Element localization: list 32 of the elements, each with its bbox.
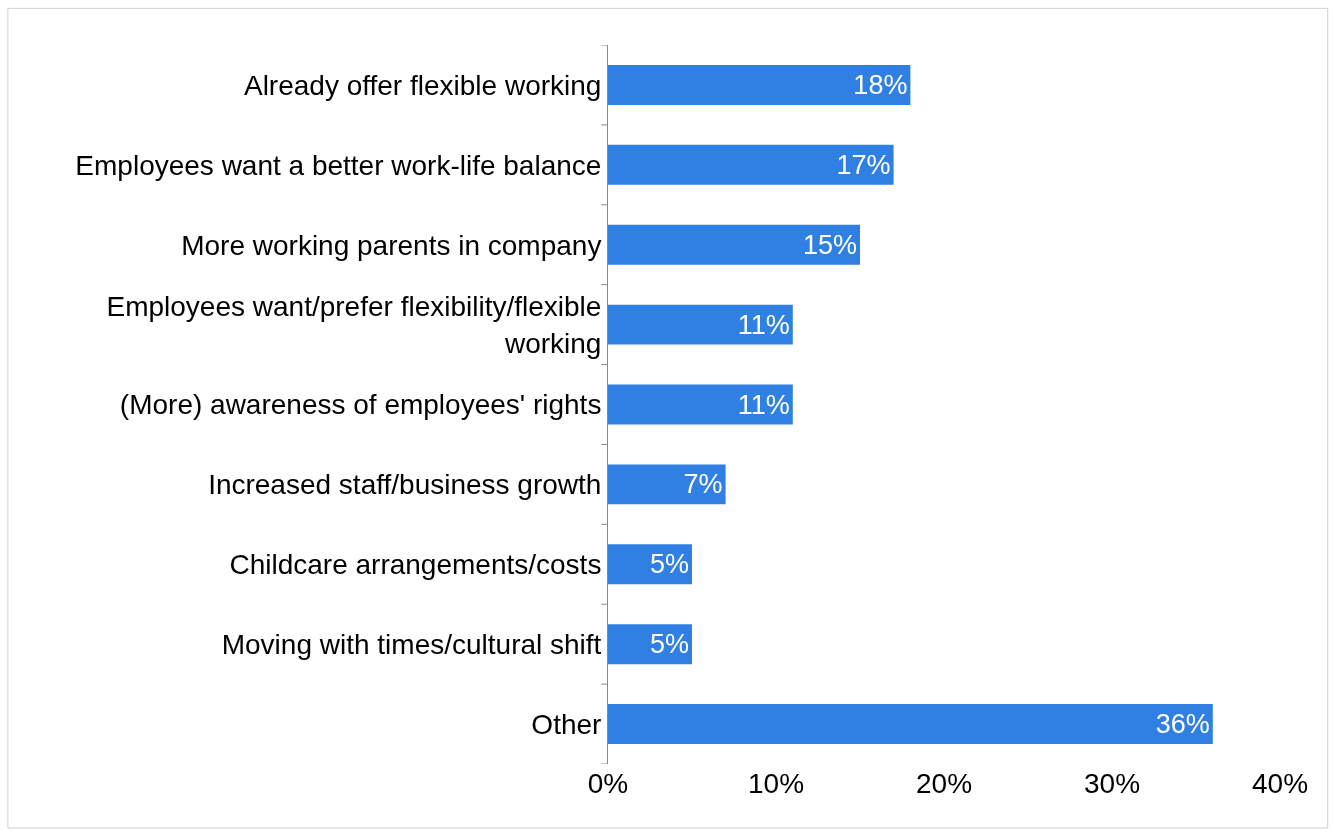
x-tick-label: 10% [747, 768, 805, 799]
data-label: 5% [649, 549, 689, 580]
bar [608, 64, 911, 105]
x-tick-label: 0% [587, 768, 629, 799]
data-label: 7% [683, 469, 723, 500]
data-label: 11% [737, 389, 790, 420]
data-label: 17% [836, 149, 891, 180]
bar [608, 464, 726, 505]
bar [608, 624, 692, 665]
y-tick-label: More working parents in company [181, 229, 602, 261]
data-label: 11% [737, 309, 790, 340]
bar [608, 384, 793, 425]
x-tick-label: 30% [1083, 768, 1141, 799]
y-tick-label: Other [531, 708, 602, 740]
y-tick-label: Already offer flexible working [243, 69, 602, 101]
bar [608, 704, 1213, 745]
bar [608, 304, 793, 345]
y-tick-label: (More) awareness of employees' rights [119, 389, 602, 421]
data-label: 15% [802, 229, 857, 260]
y-tick-label: Employees want a better work-life balance [75, 149, 602, 181]
data-label: 18% [853, 69, 908, 100]
bar [608, 544, 692, 585]
y-tick-label: Moving with times/cultural shift [221, 628, 602, 660]
data-label: 5% [649, 629, 689, 660]
y-tick-label: Childcare arrangements/costs [229, 549, 602, 581]
x-tick-label: 20% [915, 768, 973, 799]
y-tick-label: Increased staff/business growth [208, 469, 602, 501]
x-tick-label: 40% [1251, 768, 1309, 799]
y-tick-label: Employees want/prefer flexibility/flexible working [106, 291, 602, 359]
bar [608, 224, 860, 265]
bar [608, 144, 894, 185]
data-label: 36% [1155, 709, 1210, 740]
